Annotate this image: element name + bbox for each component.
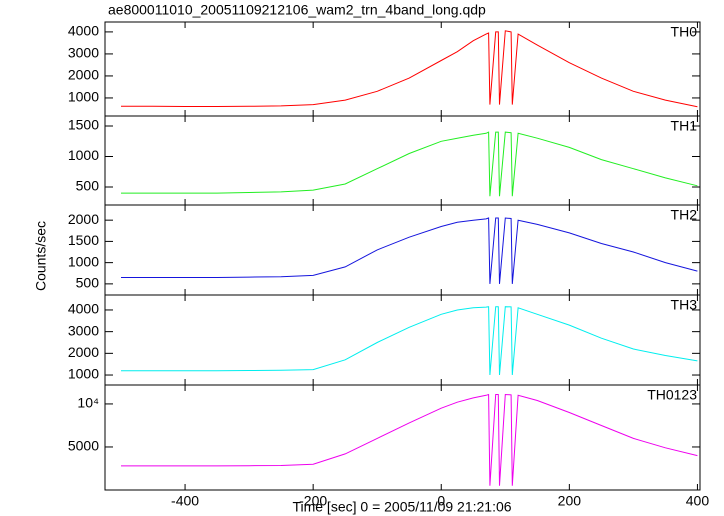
panel-label: TH3 xyxy=(671,297,698,313)
x-tick-label: -200 xyxy=(299,493,327,509)
y-tick-label: 2000 xyxy=(68,211,99,227)
y-tick-label: 1500 xyxy=(68,117,99,133)
y-tick-label: 1500 xyxy=(68,232,99,248)
light-curve xyxy=(121,131,698,197)
y-tick-label: 3000 xyxy=(68,322,99,338)
light-curve xyxy=(121,30,698,108)
y-tick-label: 1000 xyxy=(68,147,99,163)
panel-label: TH0123 xyxy=(647,387,697,403)
y-axis-label: Counts/sec xyxy=(33,221,49,291)
x-tick-label: 400 xyxy=(686,493,710,509)
light-curve xyxy=(121,217,698,284)
panel-frame xyxy=(104,21,701,117)
panel-frame xyxy=(104,204,701,296)
x-axis-label: Time [sec] 0 = 2005/11/09 21:21:06 xyxy=(292,499,511,515)
y-tick-label: 4000 xyxy=(68,301,99,317)
y-tick-label: 2000 xyxy=(68,67,99,83)
panel-label: TH0 xyxy=(671,24,698,40)
y-tick-label: 1000 xyxy=(68,89,99,105)
light-curve xyxy=(121,306,698,376)
y-tick-label: 10⁴ xyxy=(77,395,99,411)
chart-title: ae800011010_20051109212106_wam2_trn_4ban… xyxy=(108,2,486,18)
y-tick-label: 500 xyxy=(76,275,100,291)
y-tick-label: 1000 xyxy=(68,366,99,382)
y-tick-label: 3000 xyxy=(68,45,99,61)
y-tick-label: 5000 xyxy=(68,438,99,454)
panel-label: TH2 xyxy=(671,207,698,223)
x-tick-label: 0 xyxy=(437,493,445,509)
panel-frame xyxy=(104,115,701,206)
light-curve xyxy=(121,393,698,486)
panel-frame xyxy=(104,384,701,491)
panel-frame xyxy=(104,294,701,386)
y-tick-label: 500 xyxy=(76,178,100,194)
y-tick-label: 4000 xyxy=(68,23,99,39)
panel-label: TH1 xyxy=(671,118,698,134)
y-tick-label: 2000 xyxy=(68,344,99,360)
x-tick-label: -400 xyxy=(171,493,199,509)
y-tick-label: 1000 xyxy=(68,253,99,269)
x-tick-label: 200 xyxy=(558,493,582,509)
